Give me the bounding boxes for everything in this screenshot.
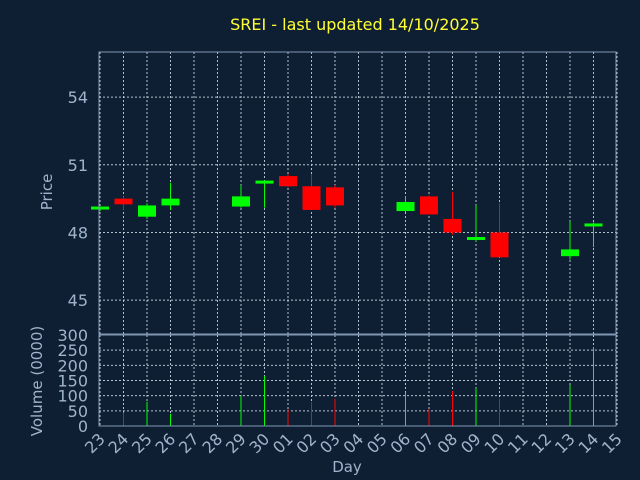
candle-body (255, 180, 274, 184)
candle-body (420, 196, 438, 215)
candle-body (467, 236, 485, 240)
volume-frame (98, 334, 617, 427)
x-axis: 2324252627282930010203040506070809101112… (81, 429, 626, 457)
candle-body (443, 218, 462, 233)
candle-body (138, 205, 156, 217)
volume-tick-label: 100 (57, 387, 88, 406)
volume-tick-label: 200 (57, 356, 88, 375)
price-panel: 45 48 51 54 (68, 51, 618, 335)
candle-body (279, 176, 297, 187)
candle-body (561, 249, 579, 257)
price-tick-label: 45 (68, 291, 88, 310)
candle-body (584, 223, 603, 227)
candle-body (326, 187, 344, 206)
candle-body (490, 232, 509, 258)
price-frame (98, 51, 617, 335)
candle-body (302, 186, 321, 210)
x-axis-label: Day (332, 458, 362, 476)
candle-body (91, 206, 109, 210)
candle-body (161, 198, 180, 206)
volume-tick-label: 50 (68, 402, 88, 421)
candle-body (232, 196, 250, 207)
volume-axis-label: Volume (0000) (28, 326, 46, 436)
volume-tick-label: 250 (57, 341, 88, 360)
x-tick-label: 15 (598, 429, 626, 457)
price-tick-label: 51 (68, 156, 88, 175)
chart-title: SREI - last updated 14/10/2025 (230, 15, 480, 34)
price-tick-label: 54 (68, 88, 88, 107)
volume-tick-label: 0 (78, 417, 88, 436)
candle-body (396, 202, 415, 212)
volume-tick-label: 150 (57, 372, 88, 391)
volume-tick-label: 300 (57, 326, 88, 345)
price-axis-label: Price (38, 174, 56, 211)
price-tick-label: 48 (68, 223, 88, 242)
candle-body (114, 198, 133, 205)
